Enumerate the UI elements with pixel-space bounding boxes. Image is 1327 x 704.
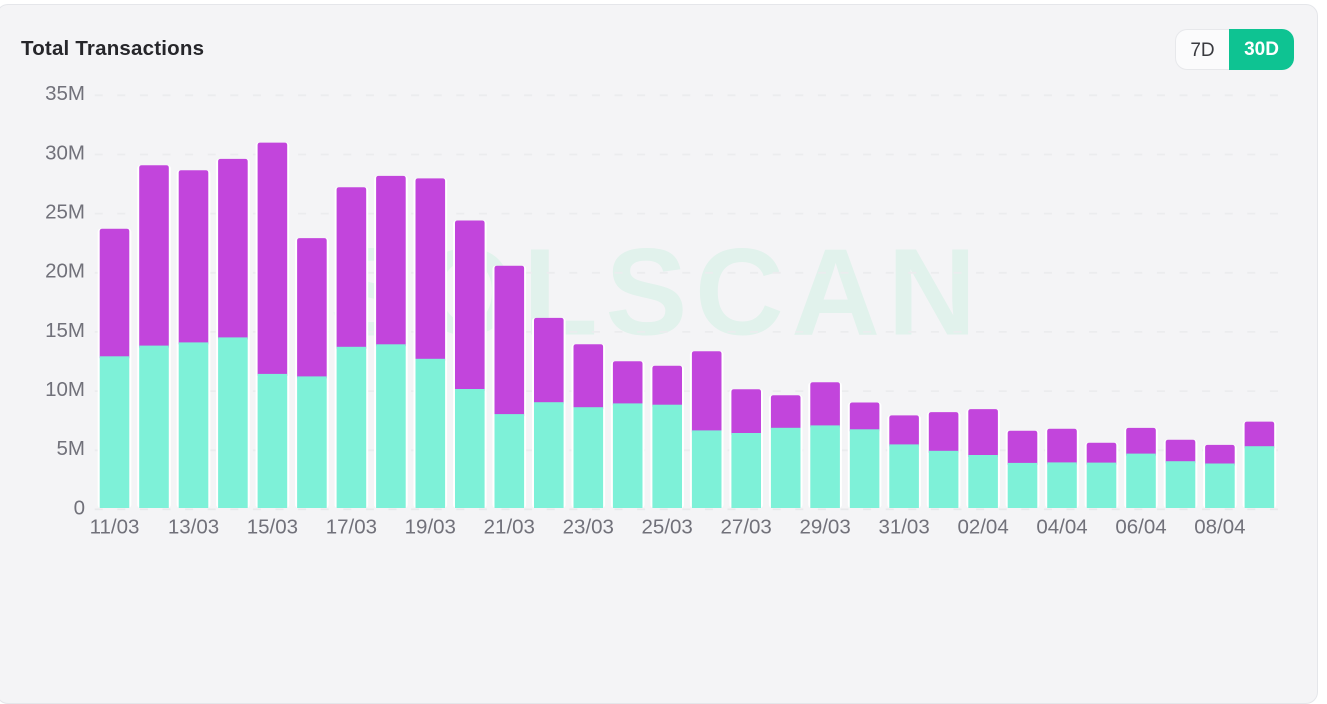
svg-text:11/03: 11/03 (90, 516, 140, 539)
svg-text:25M: 25M (45, 201, 85, 224)
svg-text:17/03: 17/03 (326, 516, 377, 539)
svg-text:19/03: 19/03 (405, 516, 456, 539)
svg-text:10M: 10M (45, 378, 85, 401)
svg-text:06/04: 06/04 (1115, 516, 1166, 539)
svg-text:21/03: 21/03 (484, 516, 535, 539)
svg-text:35M: 35M (45, 82, 85, 105)
svg-text:30M: 30M (45, 141, 85, 164)
svg-text:02/04: 02/04 (957, 516, 1008, 539)
svg-text:20M: 20M (45, 260, 85, 283)
svg-text:15M: 15M (45, 319, 85, 342)
svg-text:27/03: 27/03 (721, 516, 772, 539)
svg-text:5M: 5M (57, 437, 85, 460)
svg-text:31/03: 31/03 (878, 516, 929, 539)
svg-text:08/04: 08/04 (1194, 516, 1245, 539)
svg-text:29/03: 29/03 (799, 516, 850, 539)
svg-text:25/03: 25/03 (642, 516, 693, 539)
svg-text:23/03: 23/03 (563, 516, 614, 539)
svg-text:15/03: 15/03 (247, 516, 298, 539)
svg-text:13/03: 13/03 (168, 516, 219, 539)
svg-text:04/04: 04/04 (1036, 516, 1087, 539)
svg-text:0: 0 (74, 496, 85, 519)
